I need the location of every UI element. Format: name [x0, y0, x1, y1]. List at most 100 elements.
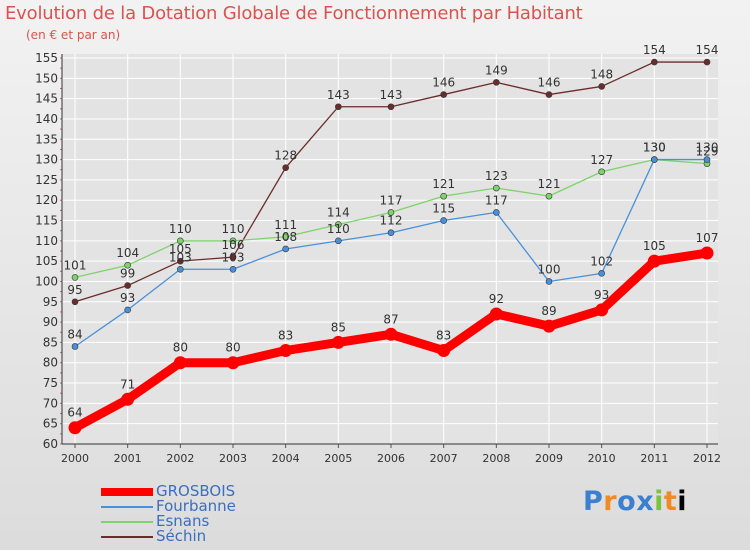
y-tick-label: 145 [35, 92, 58, 106]
y-tick-label: 135 [35, 132, 58, 146]
data-point [493, 209, 500, 216]
data-point [384, 327, 398, 341]
data-point [440, 192, 447, 200]
legend-label-fourbanne: Fourbanne [156, 497, 236, 515]
data-point [493, 79, 500, 86]
data-point [335, 103, 342, 111]
y-tick-label: 120 [35, 193, 58, 207]
data-point [545, 91, 553, 98]
data-label: 123 [485, 169, 508, 183]
y-tick-label: 105 [35, 254, 58, 268]
data-point [124, 261, 131, 269]
data-label: 99 [120, 267, 135, 281]
data-label: 117 [380, 193, 403, 207]
data-point [542, 319, 556, 333]
data-point [124, 306, 131, 314]
data-label: 114 [327, 206, 350, 220]
data-label: 111 [274, 218, 297, 232]
data-label: 146 [538, 76, 561, 90]
data-point [335, 237, 342, 245]
data-label: 108 [274, 230, 297, 244]
x-tick-label: 2007 [430, 452, 458, 465]
data-label: 101 [64, 258, 87, 272]
y-tick-label: 100 [35, 274, 58, 288]
data-label: 143 [327, 88, 350, 102]
x-tick-label: 2009 [535, 452, 563, 465]
y-tick-label: 140 [35, 112, 58, 126]
legend-item-fourbanne: Fourbanne [101, 499, 236, 514]
data-point [598, 83, 605, 90]
data-point [71, 343, 79, 350]
data-label: 64 [67, 406, 82, 420]
data-label: 149 [485, 63, 508, 77]
legend-item-esnans: Esnans [101, 514, 236, 529]
data-label: 112 [380, 214, 403, 228]
legend-item-sechin: Séchin [101, 529, 236, 544]
data-label: 80 [225, 341, 240, 355]
data-point [598, 270, 605, 277]
data-label: 130 [643, 141, 666, 155]
data-label: 103 [169, 250, 192, 264]
data-label: 127 [590, 153, 613, 167]
y-tick-label: 95 [43, 295, 58, 309]
x-tick-label: 2005 [324, 452, 352, 465]
data-label: 93 [594, 288, 609, 302]
data-point [331, 335, 345, 349]
data-point [493, 184, 500, 192]
chart-subtitle: (en € et par an) [26, 28, 121, 42]
data-point [703, 156, 711, 163]
data-point [647, 254, 661, 268]
data-point [598, 168, 605, 176]
data-label: 104 [116, 246, 139, 260]
data-point [595, 303, 609, 317]
data-label: 110 [169, 222, 192, 236]
data-label: 105 [169, 242, 192, 256]
data-label: 92 [489, 292, 504, 306]
data-point [700, 246, 714, 260]
proxiti-logo: Proxiti [583, 486, 688, 517]
y-tick-label: 155 [35, 51, 58, 65]
data-label: 102 [590, 254, 613, 268]
data-label: 117 [485, 193, 508, 207]
data-label: 71 [120, 377, 135, 391]
legend-swatch-fourbanne [101, 505, 153, 508]
data-label: 146 [432, 76, 455, 90]
data-label: 121 [432, 177, 455, 191]
data-point [68, 421, 82, 435]
x-tick-label: 2000 [61, 452, 89, 465]
data-point [545, 192, 553, 200]
data-point [71, 298, 79, 306]
data-point [226, 356, 240, 370]
y-tick-label: 150 [35, 71, 58, 85]
data-point [121, 392, 135, 406]
data-label: 95 [67, 283, 82, 297]
data-label: 154 [696, 43, 719, 57]
data-point [440, 91, 447, 98]
x-tick-label: 2004 [272, 452, 300, 465]
data-point [387, 209, 395, 216]
x-tick-label: 2012 [693, 452, 721, 465]
y-tick-label: 130 [35, 153, 58, 167]
data-label: 105 [643, 239, 666, 253]
data-point [229, 265, 237, 273]
x-tick-label: 2001 [114, 452, 142, 465]
data-label: 93 [120, 291, 135, 305]
data-label: 107 [696, 231, 719, 245]
data-label: 103 [222, 250, 245, 264]
data-label: 143 [380, 88, 403, 102]
data-point [229, 237, 237, 245]
data-point [440, 217, 447, 224]
y-tick-label: 75 [43, 376, 58, 390]
data-point [651, 58, 658, 66]
data-point [177, 237, 184, 245]
data-point [279, 344, 293, 358]
data-point [173, 356, 187, 370]
data-label: 115 [432, 202, 455, 216]
data-label: 148 [590, 67, 613, 81]
data-label: 110 [327, 222, 350, 236]
chart-title: Evolution de la Dotation Globale de Fonc… [5, 3, 583, 24]
data-point [229, 253, 237, 261]
x-tick-label: 2010 [588, 452, 616, 465]
x-tick-label: 2003 [219, 452, 247, 465]
